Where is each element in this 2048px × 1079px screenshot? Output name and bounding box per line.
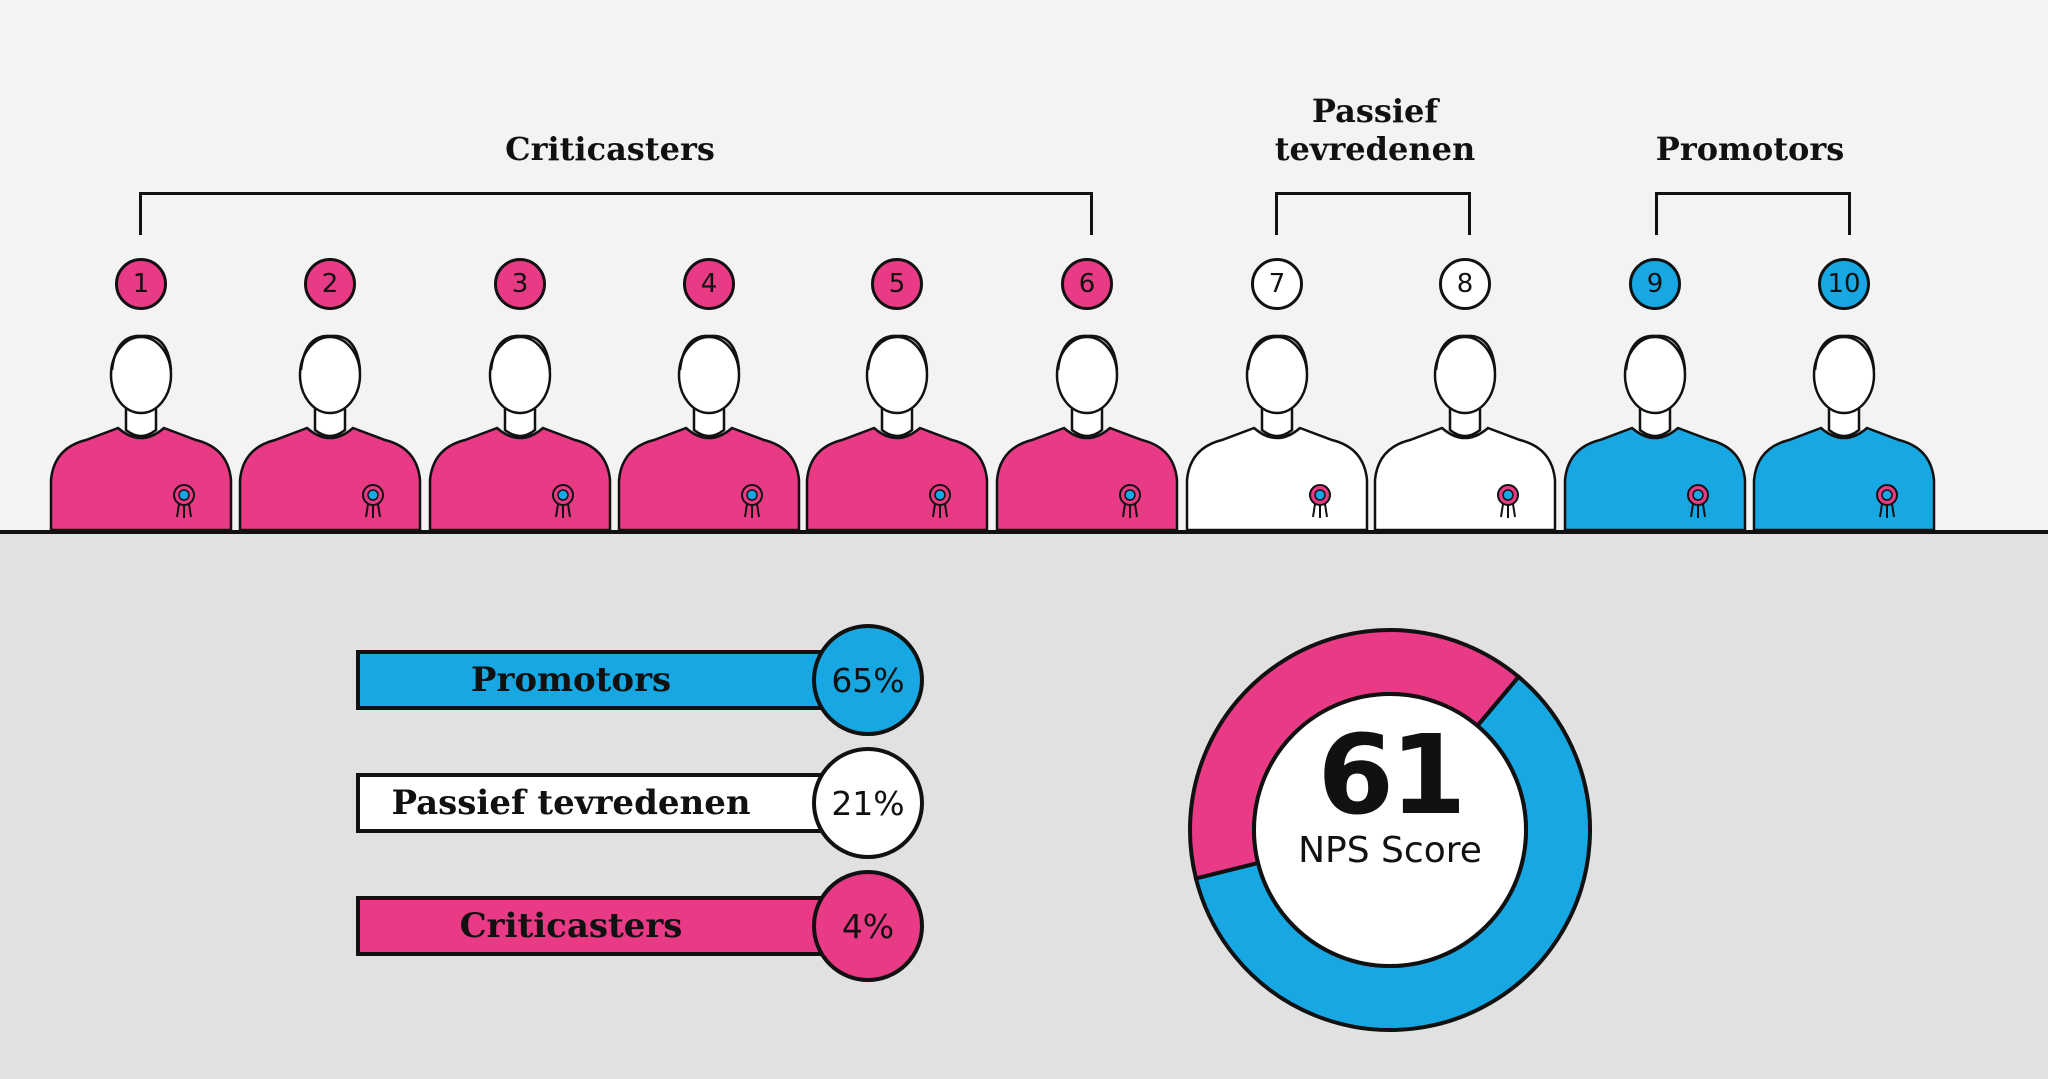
shirt-shape <box>428 426 612 530</box>
respondent-figure-4 <box>617 334 801 530</box>
legend-percent-promotors-value: 65% <box>831 660 905 700</box>
legend-percent-passive: 21% <box>812 747 924 859</box>
head-shape <box>1433 335 1497 415</box>
head-shape <box>1055 335 1119 415</box>
head-shape <box>109 335 173 415</box>
rosette-center <box>1881 489 1893 501</box>
hair-stroke <box>1813 334 1876 371</box>
score-circle-6: 6 <box>1061 258 1113 310</box>
rosette-center <box>1314 489 1326 501</box>
shirt-shape <box>1373 426 1557 530</box>
legend-bar-promotors: Promotors <box>356 650 836 710</box>
rosette-ribbons <box>932 503 948 518</box>
donut-center <box>1252 692 1528 968</box>
rosette-center <box>178 489 190 501</box>
respondent-figure-10 <box>1752 334 1936 530</box>
head-shape <box>865 335 929 415</box>
legend-label-passive: Passief tevredenen <box>391 783 751 823</box>
nps-score-label: NPS Score <box>1298 830 1482 871</box>
rosette-ribbons <box>365 503 381 518</box>
score-circle-7: 7 <box>1251 258 1303 310</box>
legend-bar-passive: Passief tevredenen <box>356 773 836 833</box>
score-circle-3: 3 <box>494 258 546 310</box>
legend-percent-criticasters-value: 4% <box>841 906 895 946</box>
hair-stroke <box>1056 334 1119 371</box>
score-circle-10: 10 <box>1818 258 1870 310</box>
group-label-passive: Passief tevredenen <box>1225 92 1525 168</box>
rosette-ribbons <box>555 503 571 518</box>
legend-percent-promotors: 65% <box>812 624 924 736</box>
legend-label-promotors: Promotors <box>470 660 672 700</box>
group-label-criticasters: Criticasters <box>505 130 715 168</box>
legend-label-criticasters: Criticasters <box>459 906 683 946</box>
rosette-center <box>1502 489 1514 501</box>
legend-bar-criticasters: Criticasters <box>356 896 836 956</box>
rosette-ribbons <box>1312 503 1328 518</box>
score-circle-1: 1 <box>115 258 167 310</box>
rosette-center <box>367 489 379 501</box>
head-shape <box>1623 335 1687 415</box>
shirt-shape <box>1185 426 1369 530</box>
score-circle-9: 9 <box>1629 258 1681 310</box>
respondent-figure-1 <box>49 334 233 530</box>
results-panel <box>0 530 2048 1079</box>
group-label-passive-line1: Passief <box>1311 92 1439 130</box>
head-shape <box>488 335 552 415</box>
respondent-figure-5 <box>805 334 989 530</box>
legend-percent-passive-value: 21% <box>831 783 905 823</box>
hair-stroke <box>1246 334 1309 371</box>
rosette-ribbons <box>1690 503 1706 518</box>
respondent-figure-3 <box>428 334 612 530</box>
hair-stroke <box>1624 334 1687 371</box>
hair-stroke <box>110 334 173 371</box>
rosette-ribbons <box>1122 503 1138 518</box>
rosette-ribbons <box>1879 503 1895 518</box>
score-circle-4: 4 <box>683 258 735 310</box>
group-label-passive-line2: tevredenen <box>1274 130 1476 168</box>
rosette-center <box>1124 489 1136 501</box>
head-shape <box>298 335 362 415</box>
nps-donut <box>1188 628 1592 1032</box>
score-circle-8: 8 <box>1439 258 1491 310</box>
nps-score-value: 61 <box>1317 711 1466 839</box>
bracket-promotors <box>1655 192 1851 235</box>
rosette-ribbons <box>744 503 760 518</box>
shirt-shape <box>1752 426 1936 530</box>
shirt-shape <box>1563 426 1747 530</box>
hair-stroke <box>299 334 362 371</box>
bracket-criticasters <box>139 192 1093 235</box>
head-shape <box>1245 335 1309 415</box>
shirt-shape <box>49 426 233 530</box>
bracket-passive <box>1275 192 1471 235</box>
shirt-shape <box>995 426 1179 530</box>
hair-stroke <box>1434 334 1497 371</box>
rosette-center <box>557 489 569 501</box>
group-label-promotors: Promotors <box>1655 130 1845 168</box>
shirt-shape <box>617 426 801 530</box>
hair-stroke <box>866 334 929 371</box>
rosette-ribbons <box>176 503 192 518</box>
respondent-figure-2 <box>238 334 422 530</box>
rosette-center <box>1692 489 1704 501</box>
score-circle-2: 2 <box>304 258 356 310</box>
hair-stroke <box>489 334 552 371</box>
respondent-figure-9 <box>1563 334 1747 530</box>
respondent-figure-8 <box>1373 334 1557 530</box>
head-shape <box>1812 335 1876 415</box>
shirt-shape <box>805 426 989 530</box>
rosette-center <box>934 489 946 501</box>
score-circle-5: 5 <box>871 258 923 310</box>
hair-stroke <box>678 334 741 371</box>
legend-percent-criticasters: 4% <box>812 870 924 982</box>
head-shape <box>677 335 741 415</box>
rosette-center <box>746 489 758 501</box>
shirt-shape <box>238 426 422 530</box>
respondent-figure-7 <box>1185 334 1369 530</box>
rosette-ribbons <box>1500 503 1516 518</box>
respondent-figure-6 <box>995 334 1179 530</box>
